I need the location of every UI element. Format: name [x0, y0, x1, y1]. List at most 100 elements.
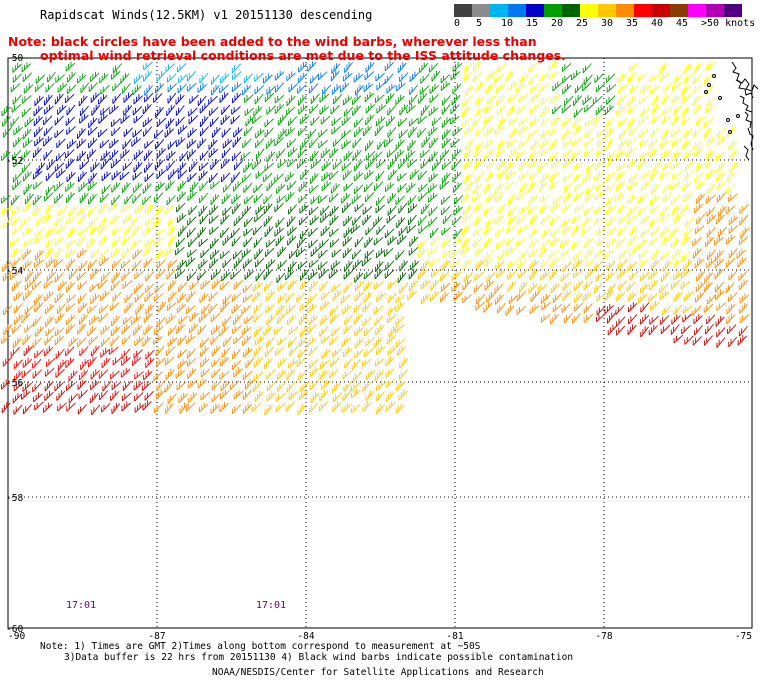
wind-barb	[43, 213, 53, 225]
wind-barb	[627, 194, 637, 205]
wind-barb	[264, 92, 275, 103]
wind-barb	[133, 94, 144, 105]
wind-barb	[464, 125, 474, 136]
wind-barb	[386, 116, 396, 127]
wind-barb	[692, 94, 702, 106]
wind-barb	[639, 95, 649, 105]
wind-barb	[740, 227, 750, 239]
wind-barb	[594, 171, 604, 182]
wind-barb	[144, 237, 155, 248]
wind-barb	[11, 103, 22, 113]
wind-barb	[88, 205, 97, 217]
wind-barb	[375, 94, 385, 104]
wind-barb	[384, 61, 395, 72]
wind-barb	[351, 382, 361, 392]
wind-barb	[517, 258, 527, 269]
wind-barb	[200, 248, 210, 259]
wind-barb	[582, 63, 592, 74]
wind-barb	[274, 103, 285, 115]
wind-barb	[53, 258, 64, 268]
wind-barb	[144, 92, 154, 103]
wind-barb	[505, 305, 515, 316]
wind-barb	[13, 359, 23, 370]
wind-barb	[680, 204, 691, 214]
wind-barb	[109, 346, 119, 355]
wind-barb	[297, 84, 307, 94]
wind-barb	[198, 312, 209, 323]
wind-barb	[263, 325, 273, 336]
wind-barb	[318, 249, 328, 259]
wind-barb	[122, 334, 132, 345]
wind-barb	[255, 138, 265, 149]
wind-barb	[694, 203, 704, 214]
wind-barb	[460, 193, 471, 204]
wind-barb	[475, 301, 485, 311]
wind-barb	[145, 357, 155, 369]
wind-barb	[66, 248, 76, 259]
wind-barb	[682, 181, 692, 192]
wind-barb	[385, 391, 395, 403]
wind-barb	[308, 315, 318, 326]
wind-barb	[728, 248, 738, 259]
wind-barb	[266, 290, 276, 302]
wind-barb	[330, 238, 340, 248]
wind-barb	[45, 326, 55, 337]
wind-barb	[231, 172, 241, 183]
wind-barb	[363, 292, 373, 304]
wind-barb	[3, 127, 12, 138]
island-marker	[712, 74, 716, 78]
wind-barb	[167, 139, 177, 150]
wind-barb	[132, 84, 142, 96]
wind-barb	[54, 327, 65, 337]
wind-barb	[145, 204, 155, 214]
wind-barb	[186, 139, 197, 149]
wind-barb	[394, 149, 405, 160]
wind-barb	[342, 95, 353, 106]
wind-barb	[98, 94, 108, 105]
wind-barb	[189, 281, 200, 291]
wind-barb	[78, 260, 88, 272]
wind-barb	[550, 93, 561, 104]
wind-barb	[23, 290, 33, 301]
wind-barb	[355, 84, 364, 96]
wind-barb	[593, 95, 603, 105]
wind-barb	[241, 305, 251, 315]
wind-barb	[497, 138, 507, 150]
wind-barb	[245, 379, 255, 390]
wind-barb	[44, 291, 54, 302]
wind-barb	[617, 203, 628, 214]
wind-barb	[97, 128, 108, 138]
wind-barb	[13, 303, 23, 314]
wind-barb	[144, 85, 154, 96]
wind-barb	[725, 205, 736, 215]
wind-barb	[155, 107, 164, 118]
wind-barb	[476, 294, 486, 305]
wind-barb	[288, 204, 298, 215]
wind-barb	[12, 205, 22, 216]
wind-barb	[66, 215, 76, 225]
wind-barb	[331, 84, 342, 95]
wind-barb	[175, 368, 186, 379]
wind-barb	[583, 303, 593, 314]
wind-barb	[343, 324, 353, 335]
wind-barb	[539, 246, 549, 258]
wind-barb	[98, 279, 108, 290]
wind-barb	[540, 128, 551, 139]
wind-barb	[32, 337, 42, 348]
wind-barb	[516, 214, 526, 226]
wind-barb	[462, 117, 472, 128]
wind-barb	[133, 182, 143, 194]
coastline-segment	[735, 79, 754, 99]
wind-barb	[54, 216, 64, 227]
wind-barb	[297, 370, 308, 381]
wind-barb	[2, 356, 13, 367]
wind-barb	[682, 191, 692, 203]
wind-barb	[45, 82, 55, 93]
wind-barb	[34, 258, 44, 269]
wind-barb	[165, 118, 175, 130]
wind-barb	[696, 115, 706, 127]
wind-barb	[670, 128, 681, 138]
wind-barb	[187, 216, 197, 226]
wind-barb	[450, 249, 461, 259]
wind-barb	[373, 236, 384, 246]
